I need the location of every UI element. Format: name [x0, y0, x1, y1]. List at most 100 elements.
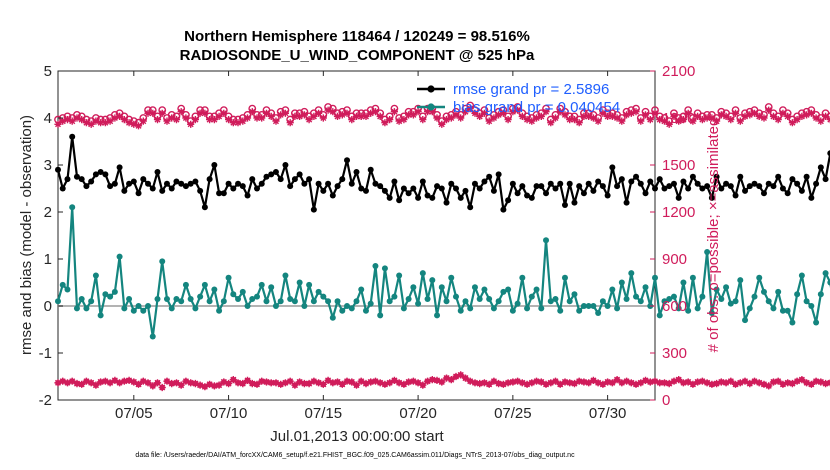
rmse-point — [438, 185, 445, 192]
obs-assimilated-marker — [452, 111, 460, 119]
rmse-point — [116, 164, 123, 171]
obs-low-star — [651, 377, 659, 385]
rmse-point — [97, 169, 104, 176]
rmse-point — [685, 185, 692, 192]
bias-point — [623, 295, 630, 302]
rmse-point — [746, 183, 753, 190]
obs-low-star — [82, 377, 90, 385]
rmse-point — [154, 169, 161, 176]
bias-point — [111, 288, 118, 295]
rmse-point — [216, 190, 223, 197]
rmse-point — [83, 183, 90, 190]
rmse-point — [576, 183, 583, 190]
obs-assimilated-marker — [191, 116, 199, 124]
rmse-point — [524, 192, 531, 199]
bias-point — [524, 305, 531, 312]
obs-assimilated-marker — [54, 120, 62, 128]
obs-assimilated-marker — [822, 112, 830, 120]
rmse-point — [519, 183, 526, 190]
obs-low-star — [514, 377, 522, 385]
obs-assimilated-marker — [480, 109, 488, 117]
obs-assimilated-marker — [589, 114, 597, 122]
obs-low-star — [239, 379, 247, 388]
rmse-point — [462, 187, 469, 194]
obs-assimilated-marker — [248, 108, 256, 116]
bias-point — [325, 298, 332, 305]
obs-low-star — [760, 380, 768, 388]
bias-point — [462, 298, 469, 305]
obs-assimilated-marker — [111, 114, 119, 122]
obs-assimilated-marker — [684, 109, 692, 117]
obs-low-star — [798, 376, 806, 384]
x-tick-label: 07/20 — [399, 405, 437, 422]
obs-assimilated-marker — [333, 112, 342, 120]
rmse-point — [282, 162, 289, 168]
rmse-point — [73, 173, 80, 180]
obs-assimilated-marker — [338, 111, 346, 119]
obs-assimilated-marker — [613, 114, 621, 122]
bias-point — [296, 279, 303, 286]
obs-assimilated-marker — [551, 114, 560, 122]
legend-bias-marker — [427, 103, 435, 111]
rmse-point — [448, 180, 455, 187]
rmse-point — [306, 176, 313, 183]
obs-assimilated-marker — [272, 117, 280, 125]
obs-low-star — [713, 379, 721, 388]
bias-point — [505, 286, 512, 293]
obs-assimilated-marker — [210, 116, 218, 124]
obs-low-star — [528, 379, 536, 387]
bias-point — [377, 312, 384, 319]
rmse-point — [102, 171, 109, 178]
rmse-point — [410, 185, 417, 192]
obs-assimilated-marker — [424, 108, 432, 116]
bias-point — [500, 288, 507, 295]
obs-low-star — [589, 376, 597, 384]
bias-point — [121, 305, 128, 312]
bias-point — [73, 305, 80, 312]
obs-low-star — [225, 379, 233, 388]
bias-point — [230, 291, 237, 298]
obs-low-star — [471, 379, 479, 387]
obs-assimilated-marker — [324, 106, 332, 114]
obs-assimilated-marker — [310, 112, 318, 120]
bias-point — [770, 305, 777, 312]
x-tick-label: 07/10 — [210, 405, 248, 422]
rmse-point — [178, 180, 185, 187]
obs-assimilated-marker — [168, 114, 176, 122]
obs-low-star — [296, 378, 304, 386]
bias-point — [557, 307, 564, 314]
obs-low-star — [660, 379, 669, 387]
bias-point — [367, 300, 374, 307]
chart-title: Northern Hemisphere 118464 / 120249 = 98… — [184, 28, 530, 45]
rmse-point — [476, 185, 483, 192]
obs-low-star — [570, 379, 579, 388]
bias-point — [637, 298, 644, 305]
rmse-point — [779, 185, 786, 192]
obs-low-star — [675, 376, 683, 384]
y-axis-right-ticks: 0 300 600 900 1200 1500 1800 2100 — [650, 63, 695, 409]
obs-low-star — [376, 379, 384, 387]
rmse-point — [457, 194, 464, 201]
bias-point — [386, 298, 393, 305]
rmse-point — [765, 180, 772, 187]
obs-low-star — [750, 377, 759, 385]
obs-low-star — [144, 379, 152, 387]
rmse-point — [760, 190, 767, 197]
obs-low-star — [201, 383, 209, 391]
obs-assimilated-marker — [760, 114, 768, 122]
obs-assimilated-marker — [784, 112, 792, 120]
rmse-point — [434, 183, 441, 190]
rmse-point — [201, 204, 208, 211]
obs-assimilated-marker — [570, 116, 579, 124]
rmse-point — [263, 173, 270, 180]
obs-assimilated-marker — [518, 112, 526, 120]
obs-assimilated-marker — [120, 116, 128, 124]
obs-low-star — [395, 379, 403, 387]
rmse-point — [315, 180, 322, 187]
bias-point — [306, 281, 313, 288]
rmse-point — [827, 150, 830, 157]
rmse-point — [400, 185, 407, 192]
bias-point — [471, 284, 478, 291]
obs-assimilated-marker — [689, 117, 697, 125]
bias-point — [372, 263, 379, 270]
